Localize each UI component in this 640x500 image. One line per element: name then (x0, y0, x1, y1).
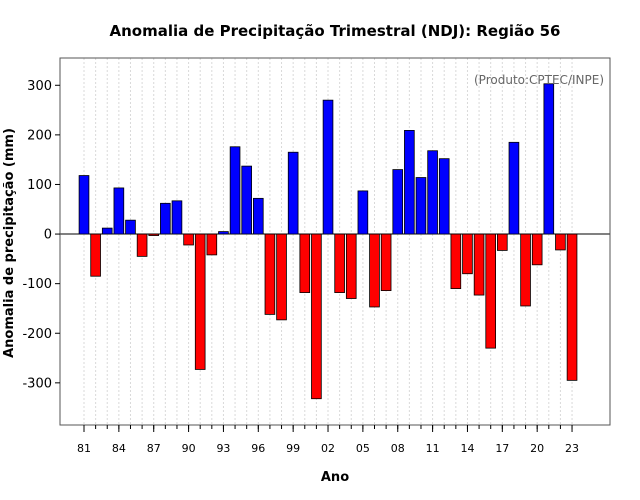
bar-1984 (113, 187, 125, 235)
y-tick-label: 200 (27, 128, 52, 143)
bar-2002 (322, 99, 334, 235)
bar-2010 (415, 177, 427, 235)
bar-1987 (148, 233, 160, 236)
bar-2006 (369, 233, 380, 308)
bar-1986 (136, 233, 148, 257)
x-tick-label: 93 (216, 442, 230, 455)
bar-2022 (555, 233, 566, 251)
y-tick-label: -300 (22, 376, 52, 391)
x-tick-label: 02 (321, 442, 335, 455)
y-axis-label: Anomalia de precipitação (mm) (2, 128, 17, 358)
bar-1985 (125, 219, 136, 235)
x-tick-label: 96 (251, 442, 265, 455)
bar-2021 (543, 83, 555, 235)
bar-1996 (252, 197, 264, 235)
x-tick-label: 81 (77, 442, 91, 455)
x-tick-label: 90 (182, 442, 196, 455)
y-tick-label: -100 (22, 277, 52, 292)
bar-2003 (334, 233, 345, 293)
bar-2000 (299, 233, 311, 293)
x-tick-label: 17 (495, 442, 509, 455)
bar-1982 (90, 233, 101, 277)
bar-1994 (229, 146, 241, 235)
bars (78, 83, 578, 400)
bar-2005 (357, 190, 369, 235)
x-tick-label: 11 (426, 442, 440, 455)
bar-2007 (380, 233, 392, 291)
bar-2011 (427, 150, 438, 235)
bar-1992 (206, 233, 218, 256)
bar-2014 (462, 233, 473, 275)
y-tick-label: 300 (27, 79, 52, 94)
y-tick-label: -200 (22, 327, 52, 342)
bar-1998 (276, 233, 287, 321)
bar-1993 (218, 231, 229, 235)
bar-2004 (345, 233, 357, 299)
x-axis: 81 84 87 90 93 96 99 02 05 08 11 14 17 20 23 (77, 425, 579, 455)
y-tick-label: 0 (44, 228, 52, 243)
chart-title: Anomalia de Precipitação Trimestral (NDJ… (110, 22, 561, 40)
credit-note: (Produto:CPTEC/INPE) (474, 73, 604, 87)
bar-2009 (404, 130, 415, 235)
bar-1983 (101, 227, 113, 235)
x-tick-label: 87 (147, 442, 161, 455)
bar-1991 (194, 233, 206, 370)
bar-2020 (531, 233, 543, 266)
bar-1997 (264, 233, 276, 315)
bar-1989 (171, 200, 183, 235)
bar-1988 (160, 202, 171, 235)
x-tick-label: 14 (460, 442, 474, 455)
bar-2001 (311, 233, 322, 400)
x-tick-label: 08 (391, 442, 405, 455)
bar-2023 (566, 233, 578, 381)
x-axis-label: Ano (321, 470, 349, 485)
bar-1999 (287, 151, 299, 235)
bar-2008 (392, 169, 404, 235)
x-tick-label: 05 (356, 442, 370, 455)
x-tick-label: 84 (112, 442, 126, 455)
bar-1981 (78, 175, 90, 235)
x-tick-label: 99 (286, 442, 300, 455)
x-tick-label: 23 (565, 442, 579, 455)
y-tick-label: 100 (27, 178, 52, 193)
y-axis: -300 -200 -100 0 100 200 300 (22, 79, 60, 391)
bar-2015 (473, 233, 485, 296)
bar-2017 (497, 233, 508, 251)
bar-2019 (520, 233, 531, 307)
bar-2013 (450, 233, 462, 290)
bar-2018 (508, 141, 520, 235)
bar-1990 (183, 233, 194, 246)
x-tick-label: 20 (530, 442, 544, 455)
bar-1995 (241, 165, 252, 235)
bar-2016 (485, 233, 496, 349)
bar-2012 (438, 158, 450, 235)
plot-frame (59, 57, 611, 426)
